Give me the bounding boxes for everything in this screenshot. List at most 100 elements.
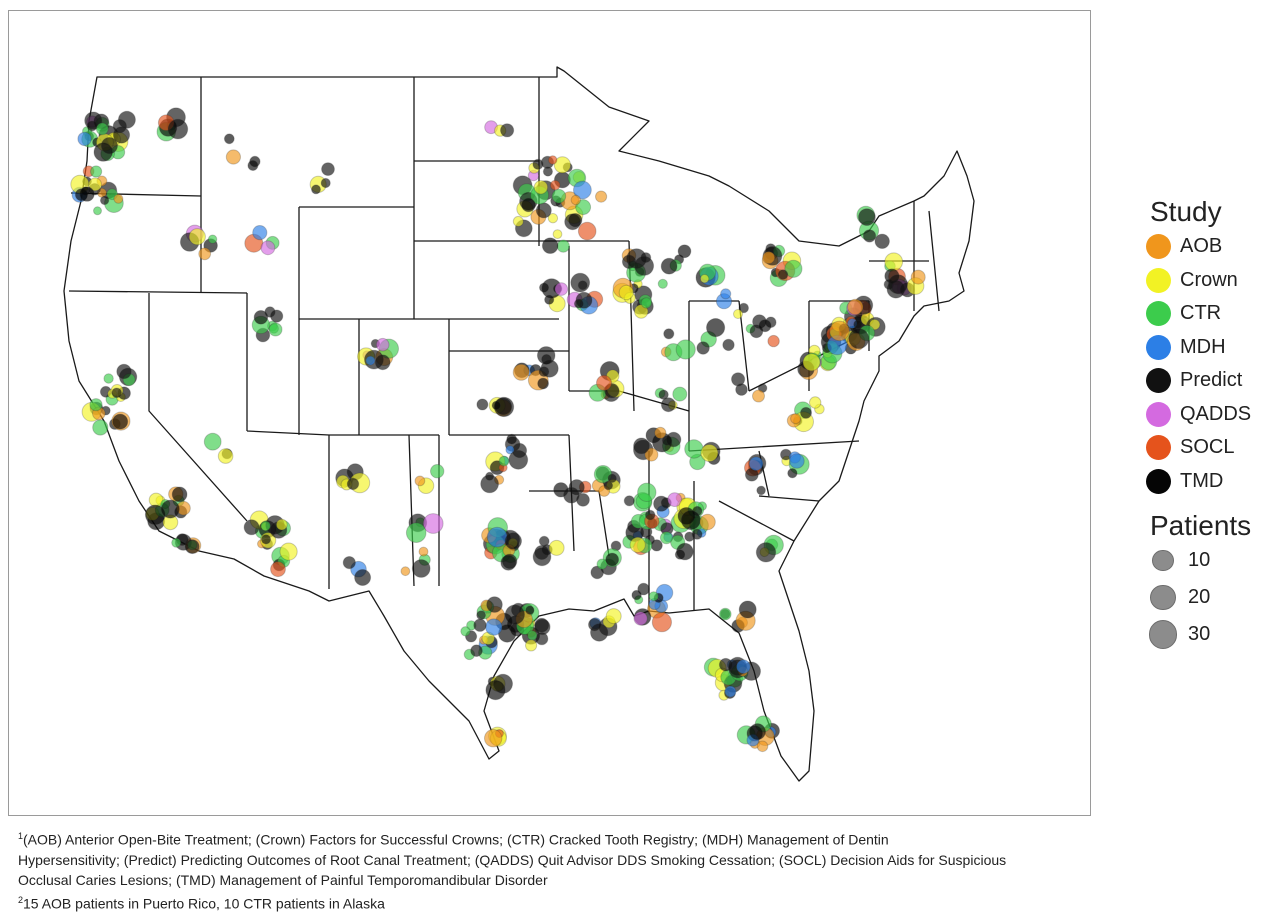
patient-marker bbox=[623, 495, 635, 507]
patient-marker bbox=[538, 535, 550, 547]
patient-marker bbox=[100, 137, 119, 155]
us-map bbox=[63, 66, 975, 782]
patient-marker bbox=[473, 618, 487, 632]
patient-marker bbox=[484, 729, 503, 748]
size-label: 10 bbox=[1188, 549, 1211, 571]
legend-swatch bbox=[1146, 234, 1171, 260]
patient-marker bbox=[243, 519, 260, 536]
patient-marker bbox=[758, 319, 772, 333]
legend-label: SOCL bbox=[1180, 436, 1235, 459]
patient-marker bbox=[247, 160, 259, 171]
patient-marker bbox=[547, 213, 559, 224]
size-swatch bbox=[1150, 584, 1176, 611]
patient-marker bbox=[884, 252, 904, 272]
patient-marker bbox=[575, 199, 592, 216]
patient-marker bbox=[802, 353, 821, 372]
patient-marker bbox=[752, 389, 765, 403]
legend-item-tmd: TMD bbox=[1146, 465, 1276, 499]
patient-marker bbox=[790, 413, 802, 425]
patient-marker bbox=[533, 180, 549, 195]
patient-marker bbox=[651, 612, 673, 633]
legend-swatch bbox=[1146, 435, 1171, 461]
legend-item-qadds: QADDS bbox=[1146, 398, 1276, 432]
patient-marker bbox=[548, 539, 565, 556]
patient-marker bbox=[784, 259, 803, 278]
patient-marker bbox=[223, 133, 235, 145]
patient-marker bbox=[534, 618, 551, 636]
patient-marker bbox=[564, 213, 581, 231]
patient-marker bbox=[549, 179, 561, 191]
patient-marker bbox=[659, 531, 673, 545]
patient-marker bbox=[116, 363, 132, 380]
patient-marker bbox=[275, 518, 288, 531]
patient-marker bbox=[112, 413, 129, 430]
legend-item-crown: Crown bbox=[1146, 264, 1276, 298]
patient-marker bbox=[77, 131, 92, 147]
patient-marker bbox=[862, 229, 877, 243]
patient-marker bbox=[476, 610, 487, 620]
patient-marker bbox=[738, 600, 757, 619]
patient-marker bbox=[736, 659, 751, 675]
patient-marker bbox=[374, 354, 391, 371]
patient-marker bbox=[260, 520, 271, 532]
patient-marker bbox=[79, 186, 95, 202]
patient-marker bbox=[874, 233, 890, 250]
patient-marker bbox=[553, 156, 572, 174]
legend-item-socl: SOCL bbox=[1146, 431, 1276, 465]
patient-marker bbox=[719, 607, 732, 621]
patient-marker bbox=[113, 193, 124, 204]
patient-marker bbox=[430, 464, 445, 479]
patient-marker bbox=[654, 426, 667, 439]
patient-marker bbox=[103, 373, 114, 384]
footnote-1: 1(AOB) Anterior Open-Bite Treatment; (Cr… bbox=[18, 826, 1098, 890]
patient-marker bbox=[500, 554, 517, 571]
patient-marker bbox=[637, 582, 650, 596]
patient-marker bbox=[184, 539, 200, 555]
patient-marker bbox=[171, 537, 182, 548]
patient-marker bbox=[486, 526, 508, 548]
patient-marker bbox=[677, 244, 692, 259]
patient-marker bbox=[789, 453, 805, 469]
patient-marker bbox=[653, 495, 670, 512]
patient-marker bbox=[525, 605, 535, 615]
legend-patients-title: Patients bbox=[1150, 510, 1252, 541]
patient-marker bbox=[637, 482, 657, 502]
legend-label: Crown bbox=[1180, 268, 1238, 291]
patient-marker bbox=[590, 623, 609, 642]
patient-marker bbox=[476, 398, 489, 411]
patient-marker bbox=[411, 559, 431, 578]
patient-marker bbox=[90, 165, 103, 178]
size-swatch-wrap bbox=[1146, 620, 1180, 649]
patient-marker bbox=[253, 310, 269, 325]
patient-marker bbox=[541, 237, 559, 254]
patient-marker bbox=[422, 513, 444, 534]
patient-marker bbox=[800, 406, 812, 419]
patient-marker bbox=[660, 257, 678, 275]
patient-marker bbox=[644, 447, 659, 462]
legend-study-title: Study bbox=[1150, 196, 1222, 227]
patient-marker bbox=[252, 225, 268, 241]
legend-swatch bbox=[1146, 301, 1171, 327]
patient-marker bbox=[171, 486, 188, 503]
patient-marker bbox=[260, 240, 276, 256]
patient-marker bbox=[696, 341, 710, 355]
patient-marker bbox=[848, 328, 870, 350]
patient-marker bbox=[346, 477, 360, 491]
patient-marker bbox=[342, 556, 356, 570]
patient-marker bbox=[556, 239, 570, 253]
legend-swatch bbox=[1146, 267, 1171, 293]
patient-marker bbox=[268, 322, 283, 337]
patient-marker bbox=[733, 309, 743, 319]
patient-marker bbox=[633, 611, 648, 626]
legend-label: Predict bbox=[1180, 369, 1243, 392]
patient-marker bbox=[605, 552, 620, 567]
patient-marker bbox=[887, 274, 908, 295]
state-borders bbox=[63, 66, 975, 782]
patient-marker bbox=[762, 251, 776, 265]
patient-marker bbox=[575, 291, 593, 309]
patient-marker bbox=[603, 480, 614, 491]
patient-marker bbox=[777, 269, 789, 280]
size-legend-item: 20 bbox=[1146, 579, 1276, 616]
patient-marker bbox=[311, 184, 321, 195]
patient-marker bbox=[93, 206, 102, 216]
